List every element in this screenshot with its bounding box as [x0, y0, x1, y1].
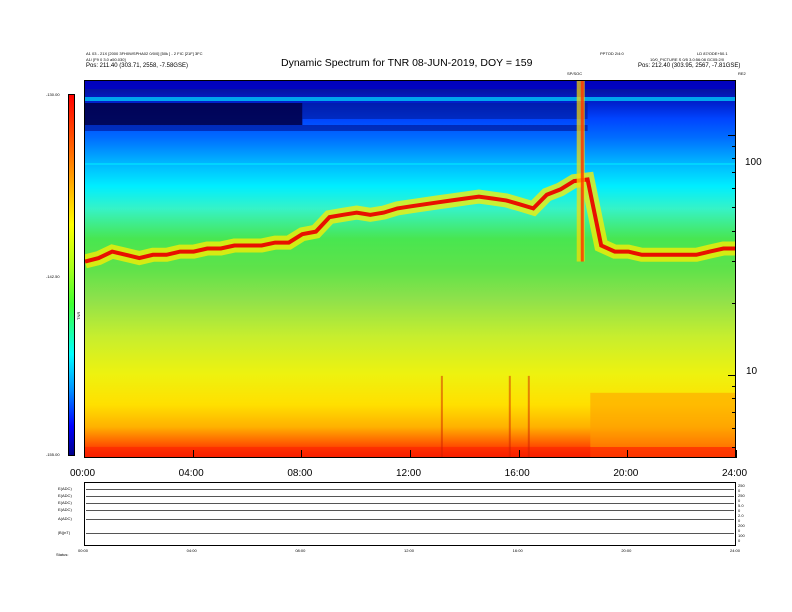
header-info-right-4: Pos: 212.40 (303.95, 2567, -7.81GSE)	[638, 63, 741, 69]
burst-stripe	[580, 81, 584, 262]
chart-title: Dynamic Spectrum for TNR 08-JUN-2019, DO…	[281, 57, 533, 69]
colorbar-tick-label: -130.00	[46, 92, 60, 97]
colorbar-label: TNR	[76, 311, 81, 320]
y-tick	[732, 385, 736, 387]
colorbar	[68, 94, 75, 456]
x-tick-label: 04:00	[178, 468, 204, 479]
y-tick	[732, 188, 736, 190]
bottom-trace	[86, 489, 734, 490]
y-tick	[732, 447, 736, 449]
header-info-right-1: PPTOD 2/4:0	[600, 51, 624, 56]
y-tick-label-10: 10	[746, 366, 758, 377]
spike	[440, 375, 443, 457]
bottom-trace	[86, 519, 734, 520]
x-tick	[301, 450, 303, 458]
header-info-right-3: 10/0_PICTURE S 0/5 3.0:56:08 GC05:2/0	[650, 57, 725, 62]
y-tick	[732, 412, 736, 413]
bottom-scale-label: 250	[738, 483, 745, 488]
spike	[508, 375, 511, 457]
y-tick	[732, 230, 736, 232]
y-tick	[728, 374, 736, 376]
event-marker-label: SP/SOC	[567, 71, 583, 76]
bottom-scale-label: 0	[738, 518, 741, 523]
spectrogram-plot	[84, 80, 736, 458]
bottom-time-label: 04:00	[186, 548, 197, 553]
bottom-trace	[86, 503, 734, 504]
x-tick	[736, 450, 737, 458]
top-band	[85, 81, 735, 89]
bottom-scale-label: 2.0	[738, 513, 744, 518]
y-tick	[728, 135, 736, 137]
header-info-left-1: A1 03 - 21X [2000 3FH0WSPHA02 0/0/0] [50…	[86, 51, 203, 56]
plasma-line-glow	[85, 171, 735, 269]
bottom-trace	[86, 533, 734, 534]
bottom-time-label: 16:00	[512, 548, 523, 553]
x-tick	[192, 450, 194, 458]
y-tick-label-100: 100	[745, 157, 762, 168]
x-tick	[518, 450, 520, 458]
bottom-row-label: E(ADC)	[58, 500, 72, 505]
bottom-scale-label: 0	[738, 528, 741, 533]
y-tick	[732, 158, 736, 160]
x-tick-label: 12:00	[396, 468, 422, 479]
bottom-scale-label: 200	[738, 523, 745, 528]
bottom-time-label: 08:00	[295, 548, 306, 553]
bottom-row-label: |B|(nT)	[58, 530, 71, 535]
bottom-trace	[86, 510, 734, 511]
low-freq-enhancement	[590, 392, 735, 457]
bottom-scale-label: 0	[738, 538, 741, 543]
x-tick	[84, 450, 85, 458]
x-tick	[410, 450, 411, 458]
bottom-row-label: E(ADC)	[58, 493, 72, 498]
burst-stripe	[576, 81, 585, 262]
bottom-scale-label: 5.0	[738, 503, 744, 508]
bottom-scale-label: 250	[738, 493, 745, 498]
status-label: Status:	[56, 552, 69, 557]
bottom-panel	[84, 482, 736, 546]
bottom-time-label: 00:00	[78, 548, 89, 553]
y-tick	[732, 146, 736, 148]
dark-band	[85, 125, 588, 131]
bottom-time-label: 12:00	[404, 548, 415, 553]
bottom-row-label: E(ADC)	[58, 507, 72, 512]
x-tick-label: 24:00	[722, 468, 748, 479]
bottom-row-label: A(ADC)	[58, 516, 72, 521]
dark-band	[302, 103, 588, 119]
plasma-line	[85, 177, 735, 264]
x-tick-label: 20:00	[613, 468, 639, 479]
cyan-line	[85, 97, 735, 101]
x-tick	[627, 450, 629, 458]
colorbar-tick-label: -142.50	[46, 274, 60, 279]
x-tick-label: 16:00	[504, 468, 530, 479]
spike	[527, 375, 530, 457]
y-tick	[732, 428, 736, 430]
bottom-trace	[86, 496, 734, 497]
spectrogram-overlay	[85, 81, 735, 457]
header-info-right-2: LD 87/ODE+50.1	[697, 51, 728, 56]
dark-band	[85, 103, 303, 125]
bottom-time-label: 20:00	[621, 548, 632, 553]
x-tick-label: 00:00	[70, 468, 96, 479]
bottom-scale-label: 0	[738, 498, 741, 503]
header-info-right-5: RE2	[738, 71, 746, 76]
bottom-scale-label: 0	[738, 488, 741, 493]
y-tick	[732, 172, 736, 174]
bottom-scale-label: 0	[738, 508, 741, 513]
header-info-left-3: Pos: 211.40 (303.71, 2558, -7.58GSE)	[86, 63, 188, 69]
bottom-row-label: E(ADC)	[58, 486, 72, 491]
x-tick-label: 08:00	[287, 468, 313, 479]
y-tick	[732, 207, 736, 209]
colorbar-tick-label: -155.00	[46, 452, 60, 457]
y-tick	[732, 260, 736, 262]
cyan-line	[85, 163, 735, 165]
bottom-scale-label: 100	[738, 533, 745, 538]
bottom-time-label: 24:00	[730, 548, 741, 553]
header-info-left-2: A1/ [F9 0 3.0 a50.030]	[86, 57, 126, 62]
y-tick	[732, 302, 736, 304]
y-tick	[732, 398, 736, 400]
